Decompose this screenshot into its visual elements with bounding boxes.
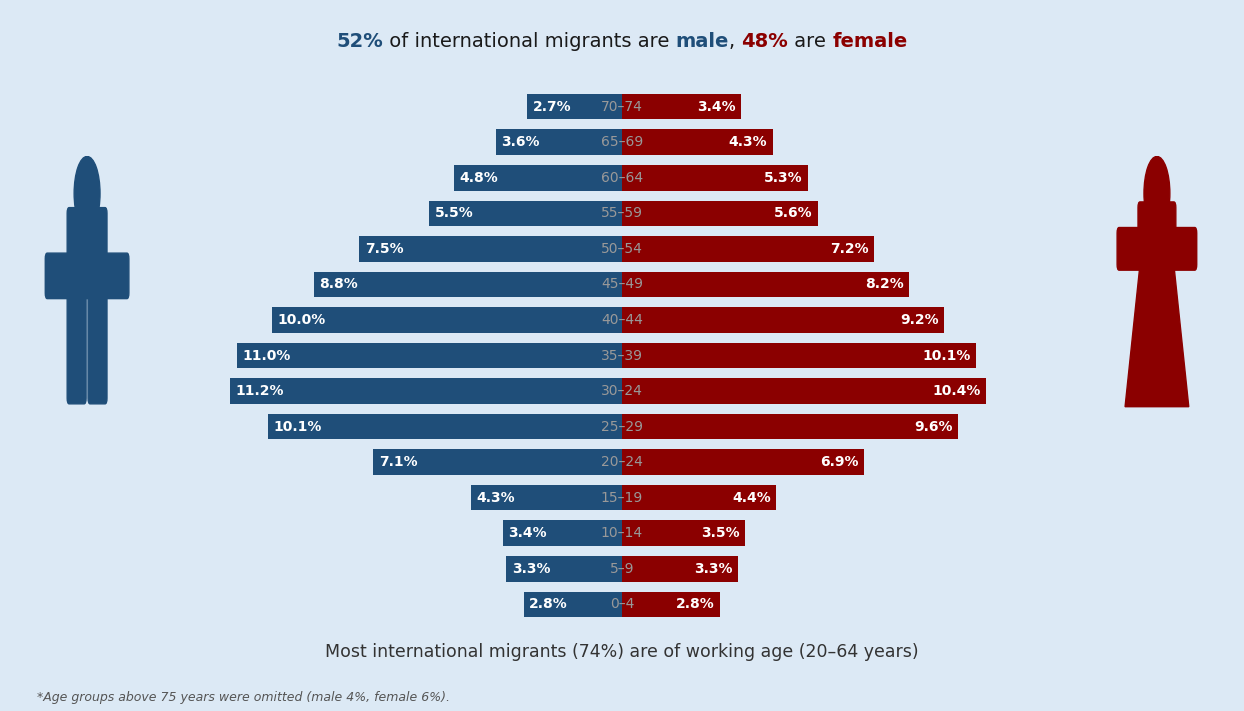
Bar xyxy=(622,520,745,546)
Bar xyxy=(429,201,622,226)
Bar xyxy=(496,129,622,155)
Text: 0–4: 0–4 xyxy=(610,597,634,611)
FancyBboxPatch shape xyxy=(1117,228,1142,270)
Text: 5–9: 5–9 xyxy=(610,562,634,576)
Text: 9.2%: 9.2% xyxy=(901,313,939,327)
Text: 8.8%: 8.8% xyxy=(320,277,358,292)
Bar xyxy=(471,485,622,510)
Text: 7.5%: 7.5% xyxy=(364,242,403,256)
Bar xyxy=(622,343,975,368)
Text: 10.1%: 10.1% xyxy=(922,348,970,363)
Bar xyxy=(622,272,909,297)
Bar xyxy=(503,520,622,546)
Text: 4.8%: 4.8% xyxy=(459,171,498,185)
Text: female: female xyxy=(832,32,908,51)
Text: Most international migrants (74%) are of working age (20–64 years): Most international migrants (74%) are of… xyxy=(325,643,919,661)
Text: 15–19: 15–19 xyxy=(601,491,643,505)
Text: 48%: 48% xyxy=(741,32,789,51)
Bar xyxy=(622,307,944,333)
Text: 10.4%: 10.4% xyxy=(933,384,982,398)
Text: 4.4%: 4.4% xyxy=(731,491,771,505)
Text: 3.6%: 3.6% xyxy=(501,135,540,149)
Bar xyxy=(373,449,622,475)
Text: 5.3%: 5.3% xyxy=(764,171,802,185)
FancyBboxPatch shape xyxy=(67,287,86,404)
Text: 20–24: 20–24 xyxy=(601,455,643,469)
Text: 6.9%: 6.9% xyxy=(820,455,858,469)
Bar xyxy=(622,592,720,617)
Circle shape xyxy=(75,156,100,230)
Text: 3.4%: 3.4% xyxy=(509,526,547,540)
Bar xyxy=(506,556,622,582)
Bar xyxy=(524,592,622,617)
Bar xyxy=(622,556,738,582)
Bar xyxy=(313,272,622,297)
Text: 4.3%: 4.3% xyxy=(476,491,515,505)
Bar xyxy=(236,343,622,368)
Text: 2.8%: 2.8% xyxy=(529,597,569,611)
FancyBboxPatch shape xyxy=(67,208,107,299)
Text: 11.0%: 11.0% xyxy=(243,348,290,363)
Text: of international migrants are: of international migrants are xyxy=(383,32,675,51)
Text: 10–14: 10–14 xyxy=(601,526,643,540)
Bar xyxy=(360,236,622,262)
Bar xyxy=(269,414,622,439)
Text: 5.6%: 5.6% xyxy=(774,206,812,220)
FancyBboxPatch shape xyxy=(103,253,129,299)
Bar xyxy=(622,129,773,155)
Text: ,: , xyxy=(729,32,741,51)
Text: 11.2%: 11.2% xyxy=(235,384,284,398)
Text: 4.3%: 4.3% xyxy=(729,135,768,149)
Text: 3.3%: 3.3% xyxy=(511,562,550,576)
Text: 30–24: 30–24 xyxy=(601,384,643,398)
Text: 65–69: 65–69 xyxy=(601,135,643,149)
Bar xyxy=(454,165,622,191)
Text: 40–44: 40–44 xyxy=(601,313,643,327)
Text: 8.2%: 8.2% xyxy=(865,277,904,292)
Text: 10.0%: 10.0% xyxy=(277,313,326,327)
Text: 45–49: 45–49 xyxy=(601,277,643,292)
FancyBboxPatch shape xyxy=(88,287,107,404)
Bar xyxy=(622,165,807,191)
Bar xyxy=(622,378,986,404)
Text: 3.4%: 3.4% xyxy=(697,100,735,114)
Text: 10.1%: 10.1% xyxy=(274,419,322,434)
Text: 50–54: 50–54 xyxy=(601,242,643,256)
Bar xyxy=(622,94,741,119)
Text: 60–64: 60–64 xyxy=(601,171,643,185)
FancyBboxPatch shape xyxy=(45,253,71,299)
Text: male: male xyxy=(675,32,729,51)
Polygon shape xyxy=(1125,264,1189,407)
Text: 2.7%: 2.7% xyxy=(532,100,571,114)
Text: 3.5%: 3.5% xyxy=(700,526,739,540)
Bar xyxy=(622,201,819,226)
Text: 5.5%: 5.5% xyxy=(434,206,474,220)
Text: *Age groups above 75 years were omitted (male 4%, female 6%).: *Age groups above 75 years were omitted … xyxy=(37,691,450,704)
Bar xyxy=(622,449,863,475)
Text: 7.1%: 7.1% xyxy=(378,455,417,469)
Text: 9.6%: 9.6% xyxy=(914,419,953,434)
Bar xyxy=(230,378,622,404)
Circle shape xyxy=(1144,156,1169,230)
Text: 52%: 52% xyxy=(336,32,383,51)
Text: 2.8%: 2.8% xyxy=(675,597,715,611)
Bar xyxy=(622,414,958,439)
Text: 35–39: 35–39 xyxy=(601,348,643,363)
Bar xyxy=(622,485,776,510)
Text: 25–29: 25–29 xyxy=(601,419,643,434)
Text: 3.3%: 3.3% xyxy=(694,562,733,576)
FancyBboxPatch shape xyxy=(1138,202,1176,270)
Bar xyxy=(272,307,622,333)
Bar xyxy=(622,236,875,262)
Bar xyxy=(527,94,622,119)
Text: 55–59: 55–59 xyxy=(601,206,643,220)
Text: 7.2%: 7.2% xyxy=(830,242,868,256)
Text: are: are xyxy=(789,32,832,51)
Text: 70–74: 70–74 xyxy=(601,100,643,114)
FancyBboxPatch shape xyxy=(1172,228,1197,270)
